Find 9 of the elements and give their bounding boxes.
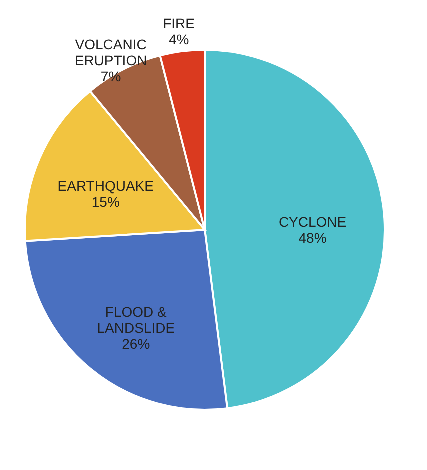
data-label: 4% <box>168 32 190 48</box>
data-label: 48% <box>298 230 327 246</box>
slice-label: FLOOD & LANDSLIDE <box>97 304 176 336</box>
slice-label: VOLCANIC ERUPTION <box>74 36 148 69</box>
slice-label: FIRE <box>163 16 195 32</box>
data-label: 26% <box>122 336 150 352</box>
slice-label: CYCLONE <box>278 214 347 230</box>
slice-label: EARTHQUAKE <box>58 178 154 194</box>
data-label: 15% <box>92 194 120 210</box>
